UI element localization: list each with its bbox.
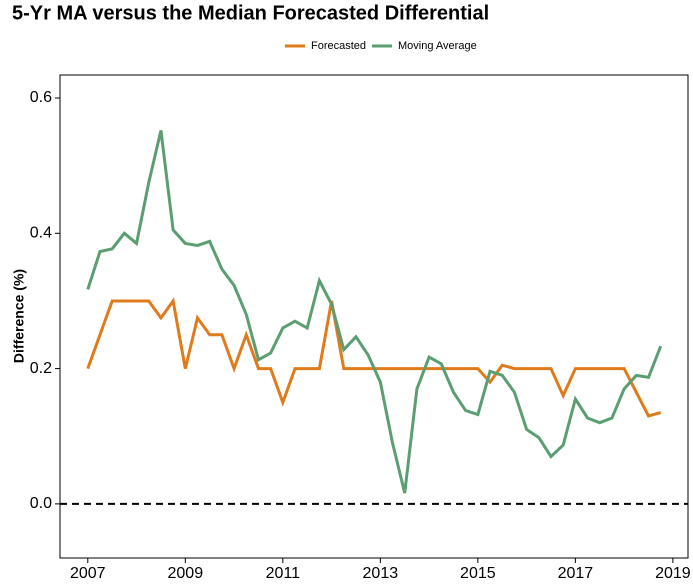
y-axis-label: Difference (%) <box>11 269 27 363</box>
x-tick-label: 2009 <box>168 565 204 582</box>
x-tick-label: 2019 <box>655 565 691 582</box>
y-tick-label: 0.2 <box>30 360 52 377</box>
series-line <box>86 130 663 494</box>
y-tick-label: 0.0 <box>30 495 52 512</box>
x-tick-label: 2007 <box>70 565 106 582</box>
legend-label: Forecasted <box>311 40 366 52</box>
x-tick-label: 2011 <box>266 565 301 582</box>
x-tick-label: 2013 <box>363 565 399 582</box>
plot-frame <box>59 74 689 559</box>
y-tick-label: 0.6 <box>30 89 52 106</box>
legend-label: Moving Average <box>398 40 477 52</box>
x-tick-label: 2017 <box>558 565 594 582</box>
chart-title: 5-Yr MA versus the Median Forecasted Dif… <box>12 2 489 24</box>
y-tick-label: 0.4 <box>30 225 52 242</box>
x-tick-label: 2015 <box>460 565 496 582</box>
